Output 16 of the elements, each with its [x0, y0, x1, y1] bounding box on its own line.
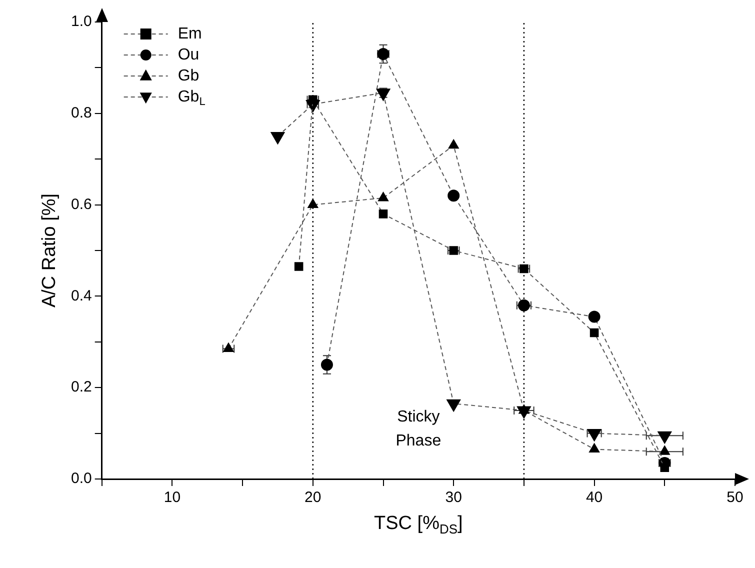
x-tick-label: 30: [445, 489, 462, 506]
annotation: Sticky Phase: [396, 408, 442, 450]
x-tick-label: 50: [726, 489, 744, 506]
y-axis-title: A/C Ratio [%]: [39, 193, 60, 308]
y-tick-label: 0.6: [70, 196, 92, 213]
y-tick-label: 1.0: [70, 13, 92, 30]
y-tick-label: 0.0: [70, 470, 92, 488]
y-tick-label: 0.8: [70, 104, 92, 122]
x-tick-label: 40: [586, 489, 603, 506]
x-tick-label: 20: [304, 489, 322, 506]
legend-label: Gb: [178, 67, 200, 84]
y-tick-label: 0.4: [70, 287, 92, 304]
legend-label: Em: [178, 25, 202, 42]
x-tick-label: 10: [164, 489, 181, 506]
y-tick-label: 0.2: [70, 378, 92, 396]
legend-label: Ou: [178, 46, 200, 64]
